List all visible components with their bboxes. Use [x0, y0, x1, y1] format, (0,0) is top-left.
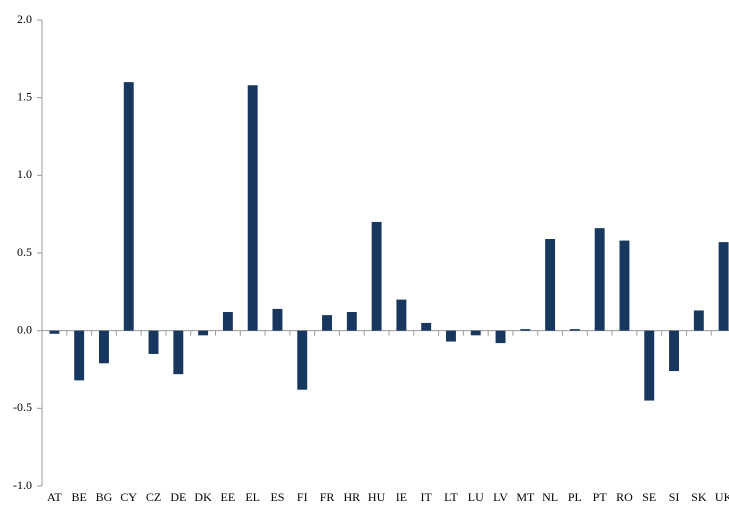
y-tick-label: 0.5 [17, 245, 32, 259]
bar [495, 330, 506, 344]
bar [297, 330, 308, 390]
bar [396, 299, 407, 331]
x-tick-label: SI [669, 490, 680, 504]
bar [718, 242, 729, 331]
x-tick-label: PL [568, 490, 582, 504]
x-tick-label: IE [396, 490, 407, 504]
x-tick-label: FR [320, 490, 335, 504]
x-tick-label: CZ [146, 490, 161, 504]
x-tick-label: LV [493, 490, 508, 504]
bar [669, 330, 679, 372]
bar [49, 330, 60, 334]
x-tick-label: DK [194, 490, 212, 504]
bar [545, 239, 556, 331]
x-tick-label: HR [343, 490, 360, 504]
y-tick-label: 0.0 [17, 322, 32, 336]
x-tick-label: EE [221, 490, 236, 504]
x-tick-label: HU [368, 490, 386, 504]
y-tick-label: 2.0 [17, 12, 32, 26]
bar [198, 330, 209, 336]
y-tick-label: -1.0 [13, 478, 32, 492]
x-tick-label: RO [616, 490, 633, 504]
bar [569, 329, 580, 331]
bar [247, 85, 258, 331]
x-tick-label: UK [715, 490, 729, 504]
bar [346, 312, 357, 331]
bar [693, 310, 704, 331]
x-tick-label: SE [642, 490, 656, 504]
bar [99, 330, 109, 364]
bar [148, 330, 159, 354]
y-tick-label: 1.5 [17, 89, 32, 103]
x-tick-label: LU [468, 490, 484, 504]
bar [322, 315, 332, 331]
bar [446, 330, 456, 342]
bar [421, 322, 432, 331]
bar [520, 329, 531, 331]
x-tick-label: BG [96, 490, 113, 504]
x-tick-label: AT [47, 490, 62, 504]
y-tick-label: -0.5 [13, 400, 32, 414]
x-tick-label: IT [421, 490, 433, 504]
x-tick-label: DE [170, 490, 186, 504]
bar [619, 240, 630, 331]
y-tick-label: 1.0 [17, 167, 32, 181]
x-tick-label: LT [444, 490, 458, 504]
bar [123, 82, 134, 331]
x-tick-label: CY [120, 490, 137, 504]
x-tick-label: MT [516, 490, 535, 504]
x-tick-label: FI [297, 490, 308, 504]
x-tick-label: SK [691, 490, 707, 504]
x-tick-label: BE [72, 490, 87, 504]
bar [74, 330, 85, 381]
bar [644, 330, 655, 401]
bar [594, 228, 605, 331]
x-tick-label: EL [245, 490, 260, 504]
bar [470, 330, 481, 336]
x-tick-label: PT [593, 490, 608, 504]
x-tick-label: ES [270, 490, 284, 504]
bar [272, 308, 283, 331]
x-tick-label: NL [542, 490, 558, 504]
bar [173, 330, 184, 375]
bar [222, 312, 233, 331]
bar [371, 221, 382, 331]
